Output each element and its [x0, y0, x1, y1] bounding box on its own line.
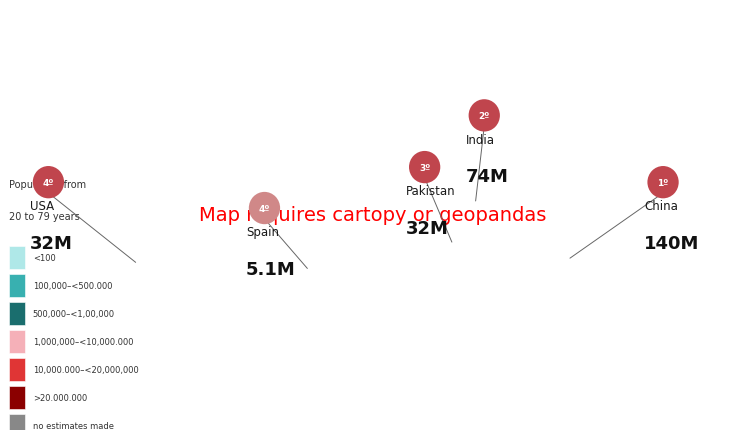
Text: 10,000.000–<20,000,000: 10,000.000–<20,000,000: [33, 366, 139, 374]
Text: 20 to 79 years: 20 to 79 years: [9, 212, 80, 221]
Text: 3º: 3º: [419, 163, 431, 172]
FancyBboxPatch shape: [9, 387, 25, 409]
Text: India: India: [466, 133, 495, 146]
Text: 1,000,000–<10,000.000: 1,000,000–<10,000.000: [33, 338, 133, 346]
Text: 4º: 4º: [42, 178, 54, 187]
Text: 32M: 32M: [406, 219, 449, 237]
Text: Spain: Spain: [246, 226, 279, 239]
FancyBboxPatch shape: [9, 331, 25, 353]
Text: USA: USA: [30, 200, 54, 213]
Text: 4º: 4º: [259, 204, 270, 213]
Ellipse shape: [249, 193, 280, 224]
Text: no estimates made: no estimates made: [33, 421, 114, 430]
Ellipse shape: [33, 166, 64, 199]
FancyBboxPatch shape: [9, 415, 25, 430]
FancyBboxPatch shape: [9, 247, 25, 269]
Text: Map requires cartopy or geopandas: Map requires cartopy or geopandas: [199, 206, 546, 224]
Text: 140M: 140M: [644, 234, 700, 252]
Ellipse shape: [647, 166, 679, 199]
Text: 2º: 2º: [478, 112, 490, 120]
Text: 500,000–<1,00,000: 500,000–<1,00,000: [33, 310, 115, 318]
Ellipse shape: [409, 151, 440, 184]
Ellipse shape: [469, 100, 500, 132]
Text: China: China: [644, 200, 678, 213]
Text: <100: <100: [33, 254, 56, 262]
Text: 100,000–<500.000: 100,000–<500.000: [33, 282, 112, 290]
Text: Population from: Population from: [9, 179, 86, 189]
Text: Pakistan: Pakistan: [406, 185, 456, 198]
Text: >20.000.000: >20.000.000: [33, 393, 87, 402]
FancyBboxPatch shape: [9, 275, 25, 297]
Text: 74M: 74M: [466, 168, 509, 186]
Text: 32M: 32M: [30, 234, 73, 252]
FancyBboxPatch shape: [9, 303, 25, 325]
Text: 5.1M: 5.1M: [246, 260, 296, 278]
Text: 1º: 1º: [657, 178, 669, 187]
FancyBboxPatch shape: [9, 359, 25, 381]
